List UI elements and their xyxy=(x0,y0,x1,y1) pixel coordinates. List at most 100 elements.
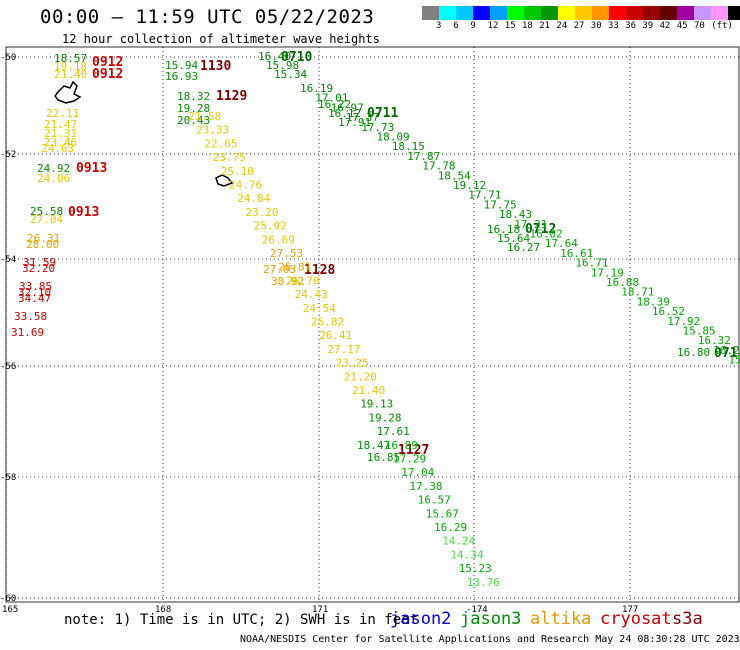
wave-height-value: 16.97 xyxy=(331,101,364,114)
colorbar-swatch xyxy=(660,6,677,20)
wave-height-value: 18.32 xyxy=(177,90,210,103)
wave-height-value: 19.18 xyxy=(54,60,87,73)
lon-tick-label: 165 xyxy=(2,605,18,615)
pass-time-label: 0912 xyxy=(92,55,123,70)
lat-tick-label: -56 xyxy=(0,362,16,372)
wave-height-value: 16.89 xyxy=(385,439,418,452)
colorbar-swatch xyxy=(541,6,558,20)
wave-height-value: 17.21 xyxy=(514,218,547,231)
colorbar-label: 45 xyxy=(676,21,688,31)
colorbar-swatch xyxy=(609,6,626,20)
wave-height-value: 15.85 xyxy=(683,325,716,338)
colorbar-label: 36 xyxy=(625,21,637,31)
wave-height-value: 21.40 xyxy=(54,68,87,81)
wave-height-value: 16.22 xyxy=(318,98,351,111)
wave-height-value: 25.92 xyxy=(254,220,287,233)
wave-height-value: 21.31 xyxy=(44,127,77,140)
colorbar-swatch xyxy=(558,6,575,20)
satellite-legend-cryosat: cryosat xyxy=(600,609,672,629)
wave-height-value: 17.64 xyxy=(545,237,578,250)
wave-height-value: 17.71 xyxy=(468,189,501,202)
wave-height-value: 16.29 xyxy=(434,521,467,534)
wave-height-value: 20.43 xyxy=(177,114,210,127)
wave-height-value: 16.18 xyxy=(487,223,520,236)
wave-height-value: 21.20 xyxy=(344,370,377,383)
wave-height-value: 17.61 xyxy=(377,425,410,438)
wave-height-value: 16.80 xyxy=(677,346,710,359)
pass-time-label: 1129 xyxy=(216,89,247,104)
colorbar-swatch xyxy=(507,6,524,20)
wave-height-value: 26.70 xyxy=(286,274,319,287)
wave-height-value: 14.24 xyxy=(442,535,475,548)
map-subtitle: 12 hour collection of altimeter wave hei… xyxy=(62,32,380,46)
wave-height-value: 24.54 xyxy=(303,302,336,315)
wave-height-value: 32.10 xyxy=(18,286,51,299)
wave-height-value: 17.75 xyxy=(484,198,517,211)
satellite-legend-s3a: s3a xyxy=(672,609,703,629)
wave-height-value: 26.69 xyxy=(262,233,295,246)
colorbar-label: 15 xyxy=(504,21,516,31)
colorbar-label: 42 xyxy=(659,21,671,31)
wave-height-value: 13.76 xyxy=(467,576,500,589)
wave-height-value: 32.20 xyxy=(22,262,55,275)
wave-height-value: 22.65 xyxy=(204,137,237,150)
wave-height-value: 24.92 xyxy=(37,162,70,175)
credit-line: NOAA/NESDIS Center for Satellite Applica… xyxy=(240,634,740,645)
colorbar-swatch xyxy=(728,6,740,20)
lon-tick-label: 168 xyxy=(155,605,171,615)
map-frame xyxy=(5,46,740,603)
wave-height-value: 23.75 xyxy=(213,151,246,164)
island-outline xyxy=(54,80,82,104)
colorbar-label: 18 xyxy=(522,21,533,31)
lat-tick-label: -58 xyxy=(0,473,16,483)
coastline xyxy=(54,80,234,187)
wave-height-value: 16.52 xyxy=(652,305,685,318)
colorbar-label: 3 xyxy=(436,21,442,31)
pass-time-label: 0711 xyxy=(367,106,398,121)
satellite-legend-altika: altika xyxy=(530,609,592,629)
colorbar-swatch xyxy=(422,6,439,20)
wave-height-value: 18.71 xyxy=(621,286,654,299)
colorbar-swatch xyxy=(490,6,507,20)
colorbar-label: 30 xyxy=(590,21,602,31)
wave-height-value: 16.12 xyxy=(328,107,361,120)
lat-tick-label: -54 xyxy=(0,255,16,265)
wave-height-value: 23.33 xyxy=(196,124,229,137)
wave-height-value: 15.23 xyxy=(459,562,492,575)
wave-height-value: 25.58 xyxy=(30,205,63,218)
wave-height-value: 17.38 xyxy=(409,480,442,493)
colorbar-swatch xyxy=(473,6,490,20)
wave-height-value: 15.67 xyxy=(426,507,459,520)
pass-time-label: 1130 xyxy=(200,59,231,74)
satellite-legend-jason2: jason2 xyxy=(390,609,452,629)
wave-height-value: 18.39 xyxy=(637,295,670,308)
colorbar-label: 24 xyxy=(556,21,568,31)
wave-height-value: 15.94 xyxy=(165,59,198,72)
wave-height-value: 15.8 xyxy=(728,354,740,367)
wave-height-value: 17.92 xyxy=(667,315,700,328)
wave-height-value: 16.88 xyxy=(606,276,639,289)
wave-height-value: 18.09 xyxy=(377,131,410,144)
wave-height-value: 17.19 xyxy=(591,266,624,279)
lon-tick-label: -174 xyxy=(466,605,488,615)
lat-tick-label: -60 xyxy=(0,594,16,604)
wave-height-value: 21.47 xyxy=(44,118,77,131)
wave-height-value: 14.34 xyxy=(450,548,483,561)
colorbar-label: 6 xyxy=(453,21,459,31)
wave-height-value: 27.53 xyxy=(270,247,303,260)
wave-height-value: 19.28 xyxy=(368,411,401,424)
colorbar-legend xyxy=(422,6,740,20)
wave-height-value: 18.54 xyxy=(438,169,471,182)
wave-height-value: 24.43 xyxy=(295,288,328,301)
wave-height-value: 16.61 xyxy=(560,247,593,260)
colorbar-swatch xyxy=(524,6,541,20)
wave-height-value: 17.91 xyxy=(338,116,371,129)
wave-height-value: 26.31 xyxy=(27,232,60,245)
wave-height-value: 16.19 xyxy=(300,82,333,95)
pass-time-label: 0912 xyxy=(92,67,123,82)
wave-height-value: 16.40 xyxy=(258,50,291,63)
map-title: 00:00 – 11:59 UTC 05/22/2023 xyxy=(40,6,375,28)
wave-height-value: 17.04 xyxy=(401,466,434,479)
